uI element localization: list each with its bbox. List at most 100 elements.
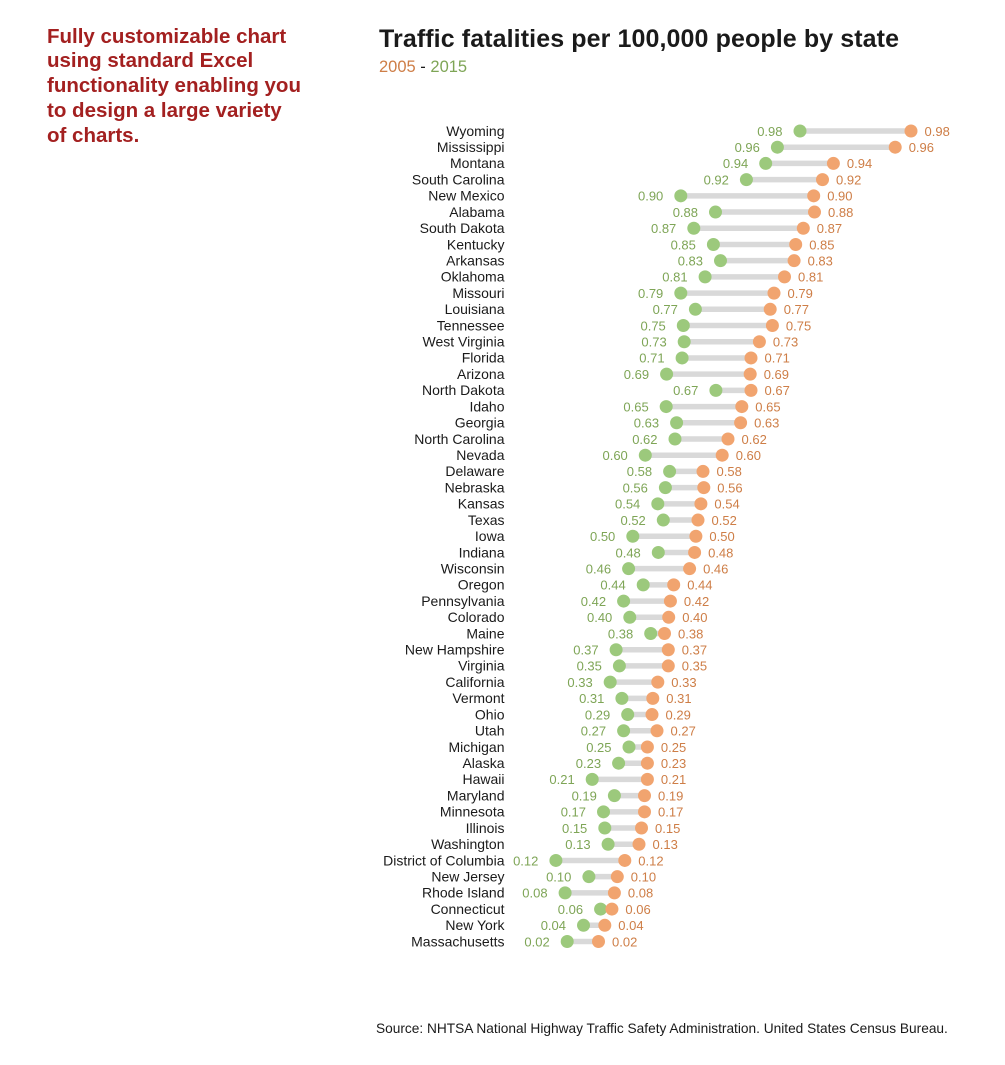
svg-text:0.27: 0.27 bbox=[581, 724, 606, 739]
svg-text:0.06: 0.06 bbox=[625, 902, 650, 917]
svg-text:Idaho: Idaho bbox=[469, 398, 504, 414]
svg-text:New York: New York bbox=[445, 917, 505, 933]
svg-text:0.69: 0.69 bbox=[764, 367, 789, 382]
svg-text:0.33: 0.33 bbox=[567, 675, 592, 690]
svg-text:West Virginia: West Virginia bbox=[423, 334, 505, 350]
svg-text:0.56: 0.56 bbox=[623, 480, 648, 495]
svg-text:Florida: Florida bbox=[462, 350, 505, 366]
svg-text:Alabama: Alabama bbox=[449, 204, 504, 220]
svg-text:0.19: 0.19 bbox=[572, 788, 597, 803]
svg-text:Oregon: Oregon bbox=[458, 577, 505, 593]
svg-text:0.71: 0.71 bbox=[765, 351, 790, 366]
svg-text:0.50: 0.50 bbox=[709, 529, 734, 544]
svg-text:0.79: 0.79 bbox=[788, 286, 813, 301]
svg-text:0.85: 0.85 bbox=[809, 237, 834, 252]
svg-text:Nevada: Nevada bbox=[456, 447, 504, 463]
svg-text:Hawaii: Hawaii bbox=[462, 771, 504, 787]
svg-text:0.46: 0.46 bbox=[586, 561, 611, 576]
svg-text:0.25: 0.25 bbox=[661, 740, 686, 755]
svg-text:0.02: 0.02 bbox=[612, 934, 637, 949]
svg-text:0.38: 0.38 bbox=[678, 626, 703, 641]
svg-text:0.15: 0.15 bbox=[562, 821, 587, 836]
svg-text:0.17: 0.17 bbox=[561, 805, 586, 820]
svg-text:0.06: 0.06 bbox=[558, 902, 583, 917]
svg-text:0.31: 0.31 bbox=[579, 691, 604, 706]
svg-text:0.87: 0.87 bbox=[817, 221, 842, 236]
svg-text:0.25: 0.25 bbox=[586, 740, 611, 755]
svg-text:South Dakota: South Dakota bbox=[420, 220, 505, 236]
svg-text:Alaska: Alaska bbox=[462, 755, 504, 771]
svg-text:0.67: 0.67 bbox=[673, 383, 698, 398]
svg-text:0.52: 0.52 bbox=[712, 513, 737, 528]
svg-text:0.27: 0.27 bbox=[671, 724, 696, 739]
svg-text:0.23: 0.23 bbox=[661, 756, 686, 771]
svg-text:Arizona: Arizona bbox=[457, 366, 505, 382]
svg-text:Oklahoma: Oklahoma bbox=[441, 269, 505, 285]
svg-text:Kansas: Kansas bbox=[458, 496, 505, 512]
svg-text:0.62: 0.62 bbox=[742, 432, 767, 447]
svg-text:0.88: 0.88 bbox=[673, 205, 698, 220]
svg-text:0.37: 0.37 bbox=[573, 643, 598, 658]
svg-text:0.79: 0.79 bbox=[638, 286, 663, 301]
svg-text:Arkansas: Arkansas bbox=[446, 252, 504, 268]
svg-text:0.48: 0.48 bbox=[708, 545, 733, 560]
svg-text:0.81: 0.81 bbox=[662, 270, 687, 285]
svg-text:0.04: 0.04 bbox=[541, 918, 566, 933]
svg-text:0.40: 0.40 bbox=[587, 610, 612, 625]
svg-text:0.98: 0.98 bbox=[925, 124, 950, 139]
svg-text:0.77: 0.77 bbox=[784, 302, 809, 317]
svg-text:New Mexico: New Mexico bbox=[428, 188, 504, 204]
svg-text:0.54: 0.54 bbox=[615, 497, 640, 512]
svg-text:0.60: 0.60 bbox=[602, 448, 627, 463]
svg-text:Wisconsin: Wisconsin bbox=[441, 560, 505, 576]
svg-text:North Dakota: North Dakota bbox=[422, 382, 505, 398]
svg-text:0.13: 0.13 bbox=[653, 837, 678, 852]
svg-text:New Hampshire: New Hampshire bbox=[405, 642, 505, 658]
svg-text:0.33: 0.33 bbox=[671, 675, 696, 690]
svg-text:0.08: 0.08 bbox=[522, 886, 547, 901]
svg-text:0.71: 0.71 bbox=[639, 351, 664, 366]
svg-text:0.44: 0.44 bbox=[687, 578, 712, 593]
svg-text:Nebraska: Nebraska bbox=[445, 479, 505, 495]
svg-text:Minnesota: Minnesota bbox=[440, 804, 505, 820]
svg-text:0.21: 0.21 bbox=[661, 772, 686, 787]
svg-text:0.54: 0.54 bbox=[714, 497, 739, 512]
svg-text:Missouri: Missouri bbox=[452, 285, 504, 301]
svg-text:0.40: 0.40 bbox=[682, 610, 707, 625]
svg-text:0.75: 0.75 bbox=[786, 318, 811, 333]
svg-text:Georgia: Georgia bbox=[455, 415, 505, 431]
svg-text:Texas: Texas bbox=[468, 512, 505, 528]
svg-text:0.94: 0.94 bbox=[847, 156, 872, 171]
svg-text:0.60: 0.60 bbox=[736, 448, 761, 463]
svg-text:0.50: 0.50 bbox=[590, 529, 615, 544]
svg-text:0.92: 0.92 bbox=[704, 172, 729, 187]
svg-text:0.94: 0.94 bbox=[723, 156, 748, 171]
svg-text:0.73: 0.73 bbox=[773, 335, 798, 350]
svg-text:Maryland: Maryland bbox=[447, 787, 505, 803]
svg-text:0.69: 0.69 bbox=[624, 367, 649, 382]
svg-text:Iowa: Iowa bbox=[475, 528, 505, 544]
svg-text:0.65: 0.65 bbox=[623, 399, 648, 414]
svg-text:0.92: 0.92 bbox=[836, 172, 861, 187]
svg-text:0.52: 0.52 bbox=[620, 513, 645, 528]
svg-text:0.83: 0.83 bbox=[678, 253, 703, 268]
svg-text:Illinois: Illinois bbox=[466, 820, 505, 836]
svg-text:0.85: 0.85 bbox=[671, 237, 696, 252]
svg-text:Pennsylvania: Pennsylvania bbox=[421, 593, 504, 609]
svg-text:0.87: 0.87 bbox=[651, 221, 676, 236]
svg-text:New Jersey: New Jersey bbox=[431, 868, 504, 884]
svg-text:0.90: 0.90 bbox=[638, 189, 663, 204]
svg-text:Rhode Island: Rhode Island bbox=[422, 885, 505, 901]
svg-text:0.96: 0.96 bbox=[909, 140, 934, 155]
svg-text:0.19: 0.19 bbox=[658, 788, 683, 803]
svg-text:Tennessee: Tennessee bbox=[437, 317, 505, 333]
svg-text:Utah: Utah bbox=[475, 723, 505, 739]
svg-text:Louisiana: Louisiana bbox=[445, 301, 505, 317]
svg-text:0.73: 0.73 bbox=[641, 335, 666, 350]
svg-text:0.29: 0.29 bbox=[666, 707, 691, 722]
svg-text:Vermont: Vermont bbox=[452, 690, 504, 706]
svg-text:Mississippi: Mississippi bbox=[437, 139, 505, 155]
svg-text:Montana: Montana bbox=[450, 155, 505, 171]
svg-text:0.15: 0.15 bbox=[655, 821, 680, 836]
svg-text:Washington: Washington bbox=[431, 836, 504, 852]
